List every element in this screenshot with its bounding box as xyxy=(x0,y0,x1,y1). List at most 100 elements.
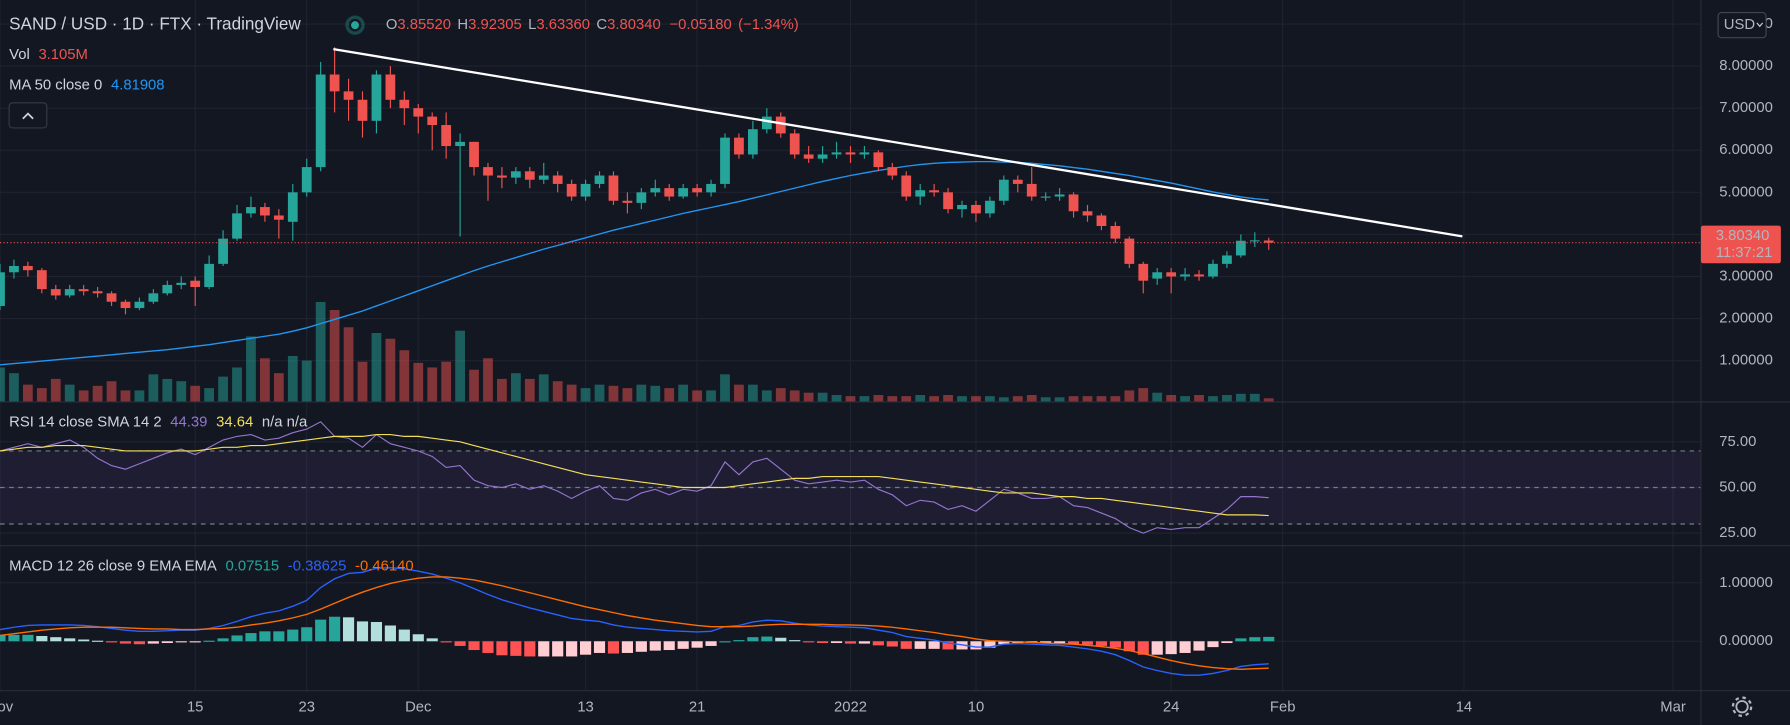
candle-body xyxy=(552,175,563,184)
candle-body xyxy=(50,289,61,296)
volume-bar xyxy=(483,358,493,402)
macd-pane xyxy=(0,566,1275,676)
volume-bar xyxy=(887,396,898,402)
volume-bar xyxy=(510,373,521,402)
legend-value: 3.105M xyxy=(38,47,87,63)
candle-body xyxy=(1026,183,1037,197)
macd-histogram-bar xyxy=(593,641,606,653)
macd-histogram-bar xyxy=(942,641,954,650)
macd-histogram-bar xyxy=(161,641,173,644)
macd-histogram-bar xyxy=(1054,641,1066,644)
macd-histogram-bar xyxy=(92,640,104,642)
candle-body xyxy=(692,188,702,193)
macd-histogram-bar xyxy=(1095,641,1108,646)
candle-body xyxy=(706,183,716,193)
macd-histogram-bar xyxy=(928,641,940,649)
market-status[interactable] xyxy=(345,15,365,35)
volume-bar xyxy=(650,385,661,402)
macd-histogram-bar xyxy=(426,638,438,642)
volume-bar xyxy=(329,310,340,402)
macd-histogram-bar xyxy=(78,639,90,642)
macd-histogram-bar xyxy=(1263,636,1275,642)
candle-body xyxy=(385,74,396,100)
volume-bar xyxy=(775,388,786,402)
y-tick-label: 1.00000 xyxy=(1719,575,1773,591)
macd-histogram-bar xyxy=(1165,641,1177,655)
macd-histogram-bar xyxy=(747,637,759,642)
legend-label: Vol xyxy=(9,47,30,63)
volume-bar xyxy=(1096,396,1107,402)
candle-body xyxy=(1040,196,1051,198)
macd-histogram-bar xyxy=(970,641,982,650)
macd-histogram-bar xyxy=(147,641,159,644)
candle-body xyxy=(469,141,479,168)
indicator-line xyxy=(0,421,1269,534)
currency-frame xyxy=(1717,12,1767,39)
volume-bar xyxy=(1026,394,1037,402)
volume-bar xyxy=(50,378,61,402)
y-tick-label: 3.00000 xyxy=(1719,268,1773,284)
volume-bar xyxy=(664,388,675,402)
candle-body xyxy=(204,263,215,288)
volume-bar xyxy=(64,384,75,402)
macd-histogram-bar xyxy=(844,641,857,644)
macd-histogram-bar xyxy=(175,641,187,643)
volume-bar xyxy=(608,385,619,402)
volume-bar xyxy=(1263,398,1274,402)
candle-body xyxy=(1180,274,1190,277)
volume-bar xyxy=(929,396,940,402)
volume-bar xyxy=(315,301,326,402)
candle-body xyxy=(915,190,926,197)
settings-button[interactable] xyxy=(1731,696,1753,717)
ohlc-legend: O3.85520 H3.92305 L3.63360 C3.80340 −0.0… xyxy=(386,17,799,33)
legend-value: -0.38625 xyxy=(288,558,347,574)
candle-body xyxy=(957,204,967,210)
macd-histogram-bar xyxy=(663,641,675,651)
volume-bar xyxy=(204,388,215,402)
candle-body xyxy=(1249,240,1260,242)
volume-bar xyxy=(497,378,507,402)
macd-histogram-bar xyxy=(900,641,912,649)
volume-bar xyxy=(748,384,758,402)
macd-histogram-bar xyxy=(301,627,313,642)
volume-bar xyxy=(120,390,131,402)
candle-body xyxy=(162,284,173,294)
currency-selector[interactable]: USD xyxy=(1717,12,1767,39)
macd-histogram-bar xyxy=(719,641,731,643)
volume-bar xyxy=(218,376,228,402)
candle-body xyxy=(1222,255,1232,264)
macd-histogram-bar xyxy=(830,641,843,644)
candle-body xyxy=(650,188,661,193)
candle-body xyxy=(399,99,410,109)
volume-bar xyxy=(134,390,145,402)
candle-body xyxy=(636,192,647,203)
macd-histogram-bar xyxy=(440,641,452,643)
candle-body xyxy=(1138,263,1149,281)
macd-histogram-bar xyxy=(872,641,884,646)
volume-bar xyxy=(901,396,912,402)
x-tick-label: 10 xyxy=(968,700,985,716)
market-status-dot xyxy=(351,21,360,30)
candle-body xyxy=(1082,211,1093,216)
y-tick-label: 8.00000 xyxy=(1719,58,1773,74)
volume-bar xyxy=(246,336,256,402)
candle-body xyxy=(371,74,382,121)
collapse-legend-button[interactable] xyxy=(8,102,48,129)
trend-line[interactable] xyxy=(333,48,1463,238)
change-percent: (−1.34%) xyxy=(738,17,799,33)
candle-body xyxy=(929,190,940,193)
legend-value: 44.39 xyxy=(170,414,207,430)
candle-body xyxy=(497,175,507,178)
ohlc-prefix: H xyxy=(457,17,468,33)
macd-histogram-bar xyxy=(984,641,996,648)
ohlc-value: 3.92305 xyxy=(468,17,522,33)
volume-bar xyxy=(720,374,730,402)
volume-bar xyxy=(1166,394,1177,402)
volume-bar xyxy=(1180,396,1190,402)
macd-histogram-bar xyxy=(454,641,466,646)
macd-histogram-bar xyxy=(538,641,550,657)
volume-bar xyxy=(859,396,870,402)
last-price-label: 3.80340 xyxy=(1716,228,1770,244)
candle-body xyxy=(260,207,270,216)
